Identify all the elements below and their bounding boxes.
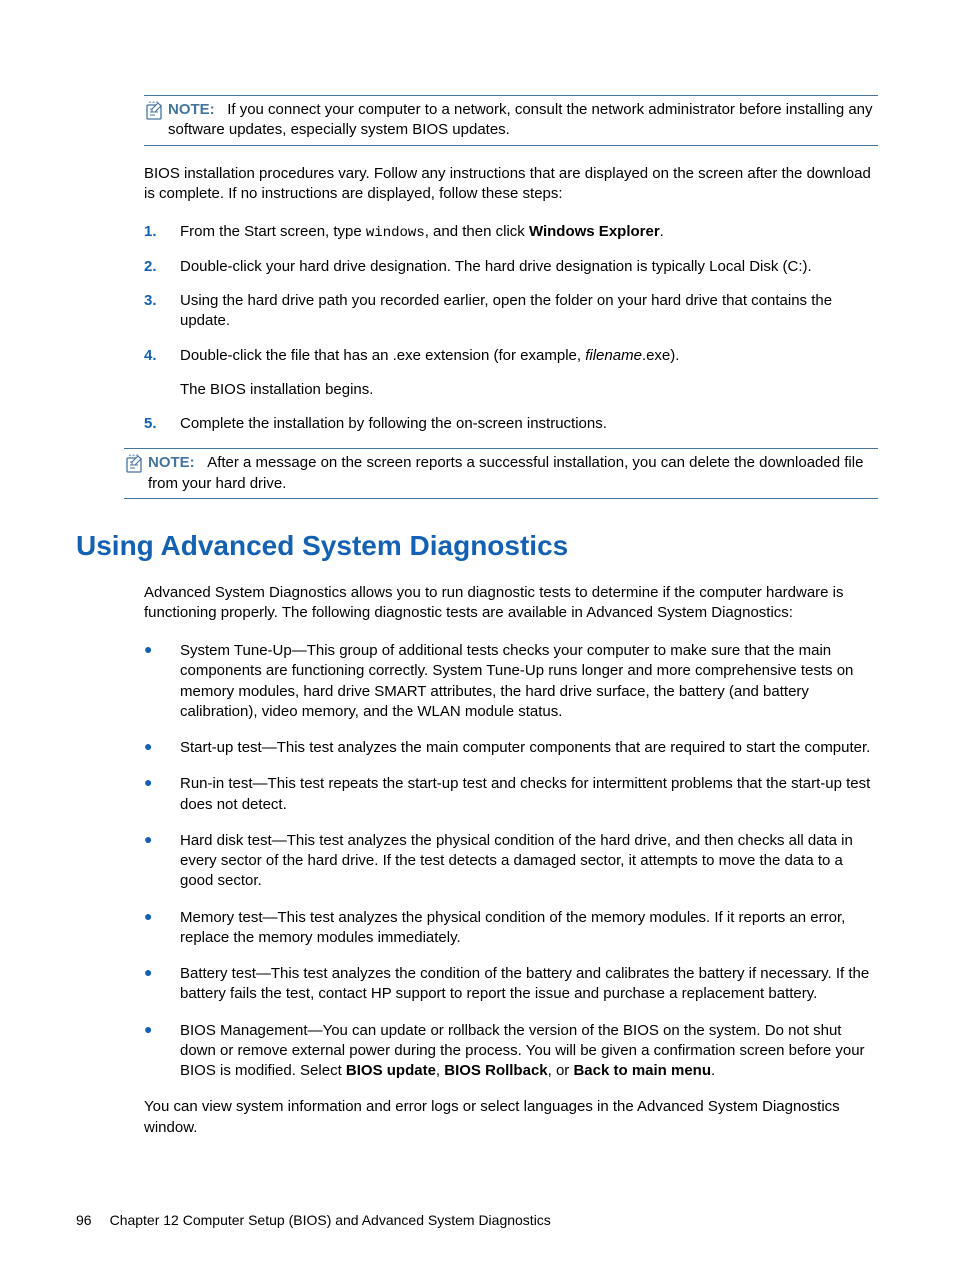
step-text: Double-click the file that has an .exe e… <box>180 346 878 401</box>
closing-paragraph: You can view system information and erro… <box>144 1097 878 1138</box>
list-item: ●Memory test—This test analyzes the phys… <box>144 908 878 949</box>
note-text: After a message on the screen reports a … <box>148 454 863 491</box>
bullet-icon: ● <box>144 1021 180 1082</box>
step-text: Complete the installation by following t… <box>180 414 878 434</box>
note-text: If you connect your computer to a networ… <box>168 101 873 138</box>
note-box-1: NOTE: If you connect your computer to a … <box>144 95 878 146</box>
list-item: ●Battery test—This test analyzes the con… <box>144 964 878 1005</box>
step-item: 4. Double-click the file that has an .ex… <box>144 346 878 401</box>
step-item: 1. From the Start screen, type windows, … <box>144 222 878 243</box>
note-label: NOTE: <box>148 454 195 471</box>
step-text: Double-click your hard drive designation… <box>180 257 878 277</box>
bullet-text: Battery test—This test analyzes the cond… <box>180 964 878 1005</box>
bullet-text: BIOS Management—You can update or rollba… <box>180 1021 878 1082</box>
page-footer: 96 Chapter 12 Computer Setup (BIOS) and A… <box>76 1211 551 1230</box>
step-number: 4. <box>144 346 180 401</box>
bullet-text: Run-in test—This test repeats the start-… <box>180 774 878 815</box>
step-number: 3. <box>144 291 180 332</box>
bullet-text: Memory test—This test analyzes the physi… <box>180 908 878 949</box>
step-number: 1. <box>144 222 180 243</box>
chapter-title: Chapter 12 Computer Setup (BIOS) and Adv… <box>110 1212 551 1228</box>
step-number: 5. <box>144 414 180 434</box>
step-sub: The BIOS installation begins. <box>180 380 878 400</box>
step-text: From the Start screen, type windows, and… <box>180 222 878 243</box>
step-number: 2. <box>144 257 180 277</box>
step-item: 2. Double-click your hard drive designat… <box>144 257 878 277</box>
bullet-text: Start-up test—This test analyzes the mai… <box>180 738 878 758</box>
bullet-list: ●System Tune-Up—This group of additional… <box>144 641 878 1081</box>
bullet-icon: ● <box>144 641 180 722</box>
note-box-2: NOTE: After a message on the screen repo… <box>124 448 878 499</box>
section-heading: Using Advanced System Diagnostics <box>76 527 878 565</box>
step-item: 5. Complete the installation by followin… <box>144 414 878 434</box>
note-icon <box>124 454 146 480</box>
ordered-steps: 1. From the Start screen, type windows, … <box>144 222 878 434</box>
list-item: ●BIOS Management—You can update or rollb… <box>144 1021 878 1082</box>
list-item: ●Start-up test—This test analyzes the ma… <box>144 738 878 758</box>
bullet-icon: ● <box>144 831 180 892</box>
note-icon <box>144 101 166 127</box>
note-content: NOTE: After a message on the screen repo… <box>148 453 878 494</box>
intro-paragraph: BIOS installation procedures vary. Follo… <box>144 164 878 205</box>
document-page: NOTE: If you connect your computer to a … <box>0 0 954 1270</box>
note-content: NOTE: If you connect your computer to a … <box>168 100 878 141</box>
step-item: 3. Using the hard drive path you recorde… <box>144 291 878 332</box>
list-item: ●Hard disk test—This test analyzes the p… <box>144 831 878 892</box>
bullet-text: Hard disk test—This test analyzes the ph… <box>180 831 878 892</box>
bullet-icon: ● <box>144 738 180 758</box>
step-text: Using the hard drive path you recorded e… <box>180 291 878 332</box>
list-item: ●Run-in test—This test repeats the start… <box>144 774 878 815</box>
bullet-text: System Tune-Up—This group of additional … <box>180 641 878 722</box>
list-item: ●System Tune-Up—This group of additional… <box>144 641 878 722</box>
bullet-icon: ● <box>144 964 180 1005</box>
bullet-icon: ● <box>144 908 180 949</box>
note-label: NOTE: <box>168 101 215 118</box>
diag-intro: Advanced System Diagnostics allows you t… <box>144 583 878 624</box>
page-number: 96 <box>76 1211 92 1230</box>
bullet-icon: ● <box>144 774 180 815</box>
